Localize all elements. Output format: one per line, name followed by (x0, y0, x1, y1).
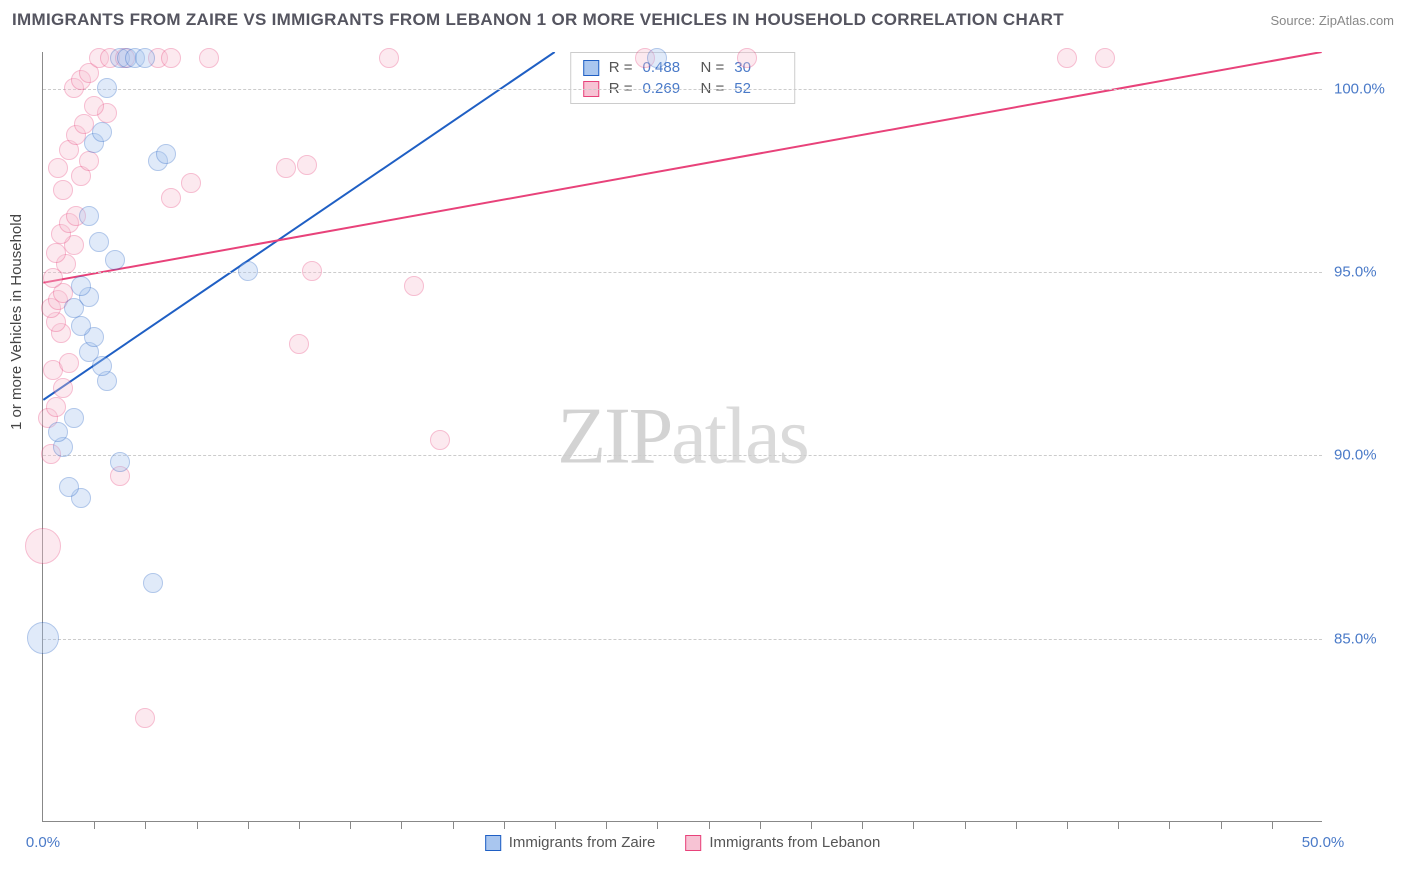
scatter-point (71, 276, 91, 296)
x-tick (197, 821, 198, 829)
scatter-point (1057, 48, 1077, 68)
legend-item-lebanon: Immigrants from Lebanon (685, 834, 880, 851)
x-tick (145, 821, 146, 829)
y-tick-label: 100.0% (1334, 80, 1394, 97)
scatter-point (92, 122, 112, 142)
legend-swatch-lebanon (685, 835, 701, 851)
scatter-point (737, 48, 757, 68)
scatter-point (89, 232, 109, 252)
x-tick (401, 821, 402, 829)
x-tick (606, 821, 607, 829)
x-tick-label: 0.0% (26, 834, 60, 851)
x-tick (1169, 821, 1170, 829)
watermark: ZIPatlas (557, 391, 808, 482)
x-tick (657, 821, 658, 829)
scatter-point (647, 48, 667, 68)
scatter-point (161, 48, 181, 68)
scatter-point (59, 477, 79, 497)
scatter-point (161, 188, 181, 208)
scatter-point (105, 250, 125, 270)
x-tick (965, 821, 966, 829)
scatter-point (276, 158, 296, 178)
stat-r-label: R = (609, 59, 633, 76)
scatter-point (27, 622, 59, 654)
scatter-point (46, 397, 66, 417)
x-tick (453, 821, 454, 829)
scatter-point (199, 48, 219, 68)
scatter-point (53, 378, 73, 398)
scatter-point (379, 48, 399, 68)
x-tick (504, 821, 505, 829)
legend-item-zaire: Immigrants from Zaire (485, 834, 656, 851)
watermark-zip: ZIP (557, 392, 671, 480)
source-label: Source: ZipAtlas.com (1270, 13, 1394, 28)
scatter-point (97, 78, 117, 98)
scatter-point (135, 708, 155, 728)
gridline-h (43, 89, 1322, 90)
x-tick (1272, 821, 1273, 829)
scatter-point (110, 452, 130, 472)
plot-area: ZIPatlas R = 0.488 N = 30 R = 0.269 N = … (42, 52, 1322, 822)
trend-lines (43, 52, 1322, 821)
x-tick (94, 821, 95, 829)
x-tick-label: 50.0% (1302, 834, 1345, 851)
x-tick (350, 821, 351, 829)
x-tick (1221, 821, 1222, 829)
scatter-point (143, 573, 163, 593)
x-tick (760, 821, 761, 829)
scatter-point (297, 155, 317, 175)
scatter-point (404, 276, 424, 296)
x-tick (299, 821, 300, 829)
scatter-point (79, 206, 99, 226)
gridline-h (43, 639, 1322, 640)
title-bar: IMMIGRANTS FROM ZAIRE VS IMMIGRANTS FROM… (12, 10, 1394, 30)
x-tick (555, 821, 556, 829)
legend-label-zaire: Immigrants from Zaire (509, 834, 656, 851)
scatter-point (430, 430, 450, 450)
stats-box: R = 0.488 N = 30 R = 0.269 N = 52 (570, 52, 796, 104)
scatter-point (84, 96, 104, 116)
x-tick (1118, 821, 1119, 829)
scatter-point (156, 144, 176, 164)
x-tick (862, 821, 863, 829)
chart-title: IMMIGRANTS FROM ZAIRE VS IMMIGRANTS FROM… (12, 10, 1064, 30)
y-tick-label: 85.0% (1334, 630, 1394, 647)
scatter-point (1095, 48, 1115, 68)
scatter-point (181, 173, 201, 193)
x-tick (709, 821, 710, 829)
scatter-point (48, 422, 68, 442)
x-tick (248, 821, 249, 829)
scatter-point (79, 151, 99, 171)
legend-swatch-zaire (485, 835, 501, 851)
x-tick (913, 821, 914, 829)
scatter-point (53, 180, 73, 200)
scatter-point (64, 408, 84, 428)
x-tick (1067, 821, 1068, 829)
scatter-point (71, 316, 91, 336)
y-tick-label: 95.0% (1334, 264, 1394, 281)
watermark-atlas: atlas (671, 392, 808, 480)
scatter-point (59, 353, 79, 373)
stat-n-label: N = (701, 59, 725, 76)
y-tick-label: 90.0% (1334, 447, 1394, 464)
gridline-h (43, 455, 1322, 456)
scatter-point (48, 158, 68, 178)
scatter-point (238, 261, 258, 281)
scatter-point (135, 48, 155, 68)
swatch-zaire (583, 60, 599, 76)
y-axis-label: 1 or more Vehicles in Household (8, 214, 25, 430)
x-tick (811, 821, 812, 829)
bottom-legend: Immigrants from Zaire Immigrants from Le… (485, 834, 881, 851)
gridline-h (43, 272, 1322, 273)
scatter-point (302, 261, 322, 281)
x-tick (1016, 821, 1017, 829)
scatter-point (25, 528, 61, 564)
legend-label-lebanon: Immigrants from Lebanon (709, 834, 880, 851)
scatter-point (289, 334, 309, 354)
